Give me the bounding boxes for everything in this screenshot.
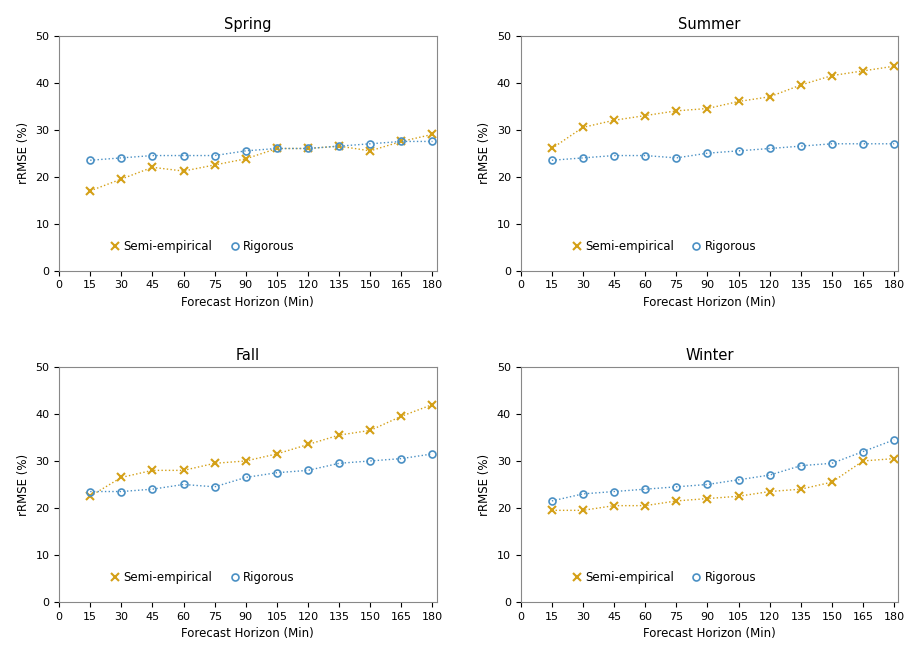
Title: Spring: Spring (224, 16, 272, 32)
Y-axis label: rRMSE (%): rRMSE (%) (479, 453, 491, 516)
Legend: Semi-empirical, Rigorous: Semi-empirical, Rigorous (106, 235, 300, 258)
Legend: Semi-empirical, Rigorous: Semi-empirical, Rigorous (106, 566, 300, 589)
Title: Winter: Winter (685, 348, 734, 363)
Legend: Semi-empirical, Rigorous: Semi-empirical, Rigorous (567, 566, 761, 589)
X-axis label: Forecast Horizon (Min): Forecast Horizon (Min) (644, 627, 776, 641)
X-axis label: Forecast Horizon (Min): Forecast Horizon (Min) (182, 296, 314, 309)
X-axis label: Forecast Horizon (Min): Forecast Horizon (Min) (644, 296, 776, 309)
Title: Summer: Summer (679, 16, 740, 32)
Y-axis label: rRMSE (%): rRMSE (%) (17, 453, 30, 516)
X-axis label: Forecast Horizon (Min): Forecast Horizon (Min) (182, 627, 314, 641)
Legend: Semi-empirical, Rigorous: Semi-empirical, Rigorous (567, 235, 761, 258)
Title: Fall: Fall (236, 348, 260, 363)
Y-axis label: rRMSE (%): rRMSE (%) (17, 122, 30, 184)
Y-axis label: rRMSE (%): rRMSE (%) (479, 122, 491, 184)
